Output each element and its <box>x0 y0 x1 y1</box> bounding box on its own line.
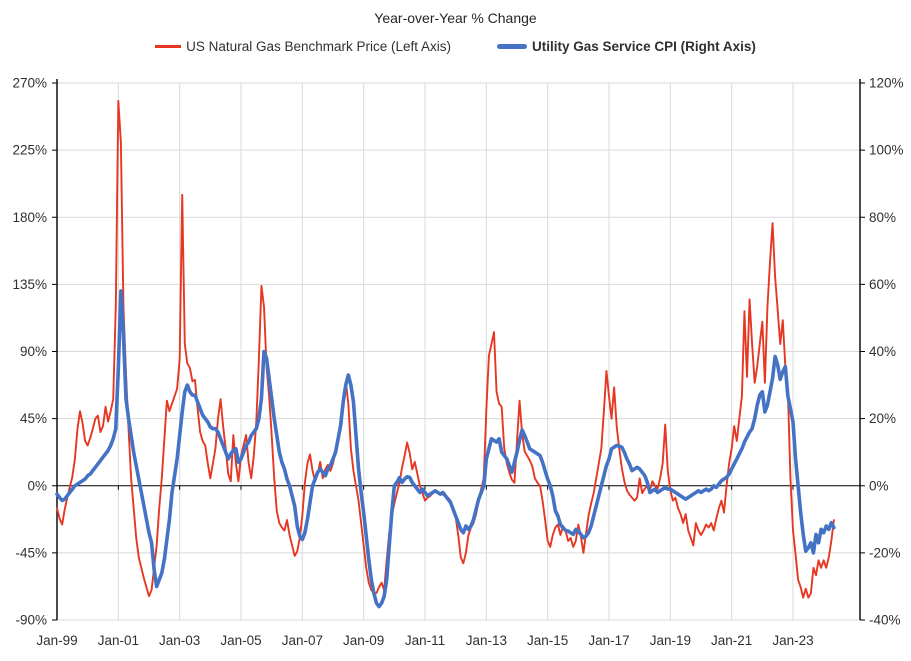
x-axis-tick-label: Jan-05 <box>220 633 261 648</box>
left-axis-tick-label: 90% <box>20 344 47 359</box>
right-axis-tick-label: 20% <box>869 411 896 426</box>
right-axis-tick-label: -20% <box>869 545 901 560</box>
series-natural-gas-line <box>56 99 835 599</box>
legend-label-natural-gas: US Natural Gas Benchmark Price (Left Axi… <box>186 39 452 54</box>
x-axis-tick-label: Jan-03 <box>159 633 200 648</box>
x-axis-tick-label: Jan-01 <box>98 633 139 648</box>
chart-title: Year-over-Year % Change <box>374 10 537 26</box>
series-cpi-line <box>55 289 836 609</box>
x-axis-tick-label: Jan-07 <box>282 633 323 648</box>
left-axis-tick-label: 45% <box>20 411 47 426</box>
left-axis-tick-label: 0% <box>27 478 47 493</box>
left-axis-tick-label: -45% <box>15 545 47 560</box>
legend-item-natural-gas: US Natural Gas Benchmark Price (Left Axi… <box>155 39 451 54</box>
x-axis-tick-label: Jan-15 <box>527 633 568 648</box>
right-axis-tick-label: 100% <box>869 143 904 158</box>
right-axis-tick-label: 60% <box>869 277 896 292</box>
right-axis-tick-label: 0% <box>869 478 889 493</box>
x-axis-tick-label: Jan-19 <box>650 633 691 648</box>
red-line-swatch-icon <box>155 45 182 48</box>
x-axis-tick-label: Jan-17 <box>588 633 629 648</box>
left-axis-tick-label: 180% <box>12 210 47 225</box>
x-axis-tick-label: Jan-09 <box>343 633 384 648</box>
legend-label-cpi: Utility Gas Service CPI (Right Axis) <box>532 39 756 54</box>
legend: US Natural Gas Benchmark Price (Left Axi… <box>0 39 911 54</box>
legend-item-cpi: Utility Gas Service CPI (Right Axis) <box>497 39 756 54</box>
blue-line-swatch-icon <box>497 44 528 49</box>
x-axis-tick-label: Jan-23 <box>772 633 813 648</box>
right-axis-tick-label: 40% <box>869 344 896 359</box>
x-axis-tick-label: Jan-11 <box>405 633 445 648</box>
x-axis-tick-label: Jan-21 <box>711 633 752 648</box>
left-axis-tick-label: 270% <box>12 76 47 91</box>
x-axis-tick-label: Jan-13 <box>466 633 507 648</box>
left-axis-tick-label: 225% <box>12 143 47 158</box>
x-axis-tick-label: Jan-99 <box>36 633 77 648</box>
right-axis-tick-label: 120% <box>869 76 904 91</box>
right-axis-tick-label: -40% <box>869 613 901 628</box>
left-axis-tick-label: 135% <box>12 277 47 292</box>
left-axis-tick-label: -90% <box>15 613 47 628</box>
right-axis-tick-label: 80% <box>869 210 896 225</box>
